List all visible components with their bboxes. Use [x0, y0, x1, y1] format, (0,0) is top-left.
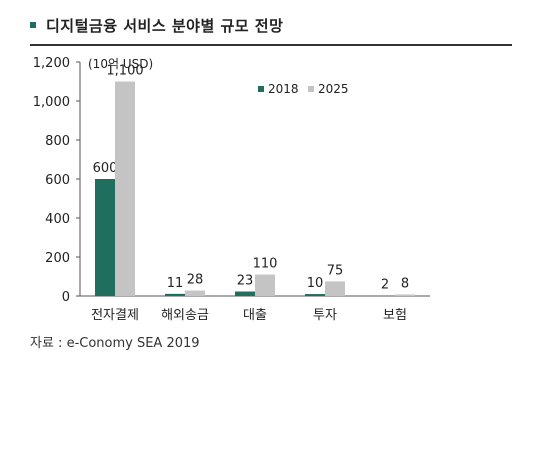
- y-tick-label: 600: [45, 173, 70, 188]
- bar-2018: [95, 179, 115, 296]
- title-divider: [30, 44, 512, 46]
- data-label: 110: [253, 257, 278, 272]
- y-tick-label: 400: [45, 212, 70, 227]
- bar-2025: [325, 281, 345, 296]
- x-tick-label: 해외송금: [161, 308, 209, 323]
- data-label: 23: [237, 274, 254, 289]
- data-label: 1,100: [106, 64, 143, 79]
- data-label: 28: [187, 273, 204, 288]
- x-tick-label: 대출: [243, 308, 267, 323]
- bar-2018: [235, 291, 255, 296]
- legend-swatch-2025: [308, 86, 314, 92]
- data-label: 600: [93, 161, 118, 176]
- y-tick-label: 1,200: [33, 56, 70, 71]
- data-label: 8: [401, 276, 409, 291]
- data-label: 2: [381, 278, 389, 293]
- y-tick-label: 1,000: [33, 95, 70, 110]
- y-tick-label: 0: [62, 290, 70, 305]
- x-tick-label: 보험: [383, 308, 407, 323]
- source-note: 자료 : e-Conomy SEA 2019: [30, 336, 200, 351]
- bar-2025: [185, 290, 205, 296]
- legend-label-2025: 2025: [318, 82, 349, 96]
- legend-swatch-2018: [258, 86, 264, 92]
- data-label: 10: [307, 276, 324, 291]
- bar-2025: [255, 274, 275, 296]
- data-label: 75: [327, 263, 344, 278]
- x-tick-label: 투자: [313, 308, 337, 323]
- y-tick-label: 200: [45, 251, 70, 266]
- x-tick-label: 전자결제: [91, 308, 139, 323]
- legend-label-2018: 2018: [268, 82, 299, 96]
- bar-2018: [305, 294, 325, 296]
- data-label: 11: [167, 276, 184, 291]
- bar-2025: [115, 81, 135, 296]
- y-tick-label: 800: [45, 134, 70, 149]
- chart-title: 디지털금융 서비스 분야별 규모 전망: [46, 16, 284, 35]
- unit-label: (10억 USD): [88, 57, 153, 71]
- bar-2025: [395, 294, 415, 296]
- chart-header: 디지털금융 서비스 분야별 규모 전망: [30, 10, 512, 46]
- title-marker-icon: [30, 22, 36, 28]
- bar-2018: [165, 293, 185, 296]
